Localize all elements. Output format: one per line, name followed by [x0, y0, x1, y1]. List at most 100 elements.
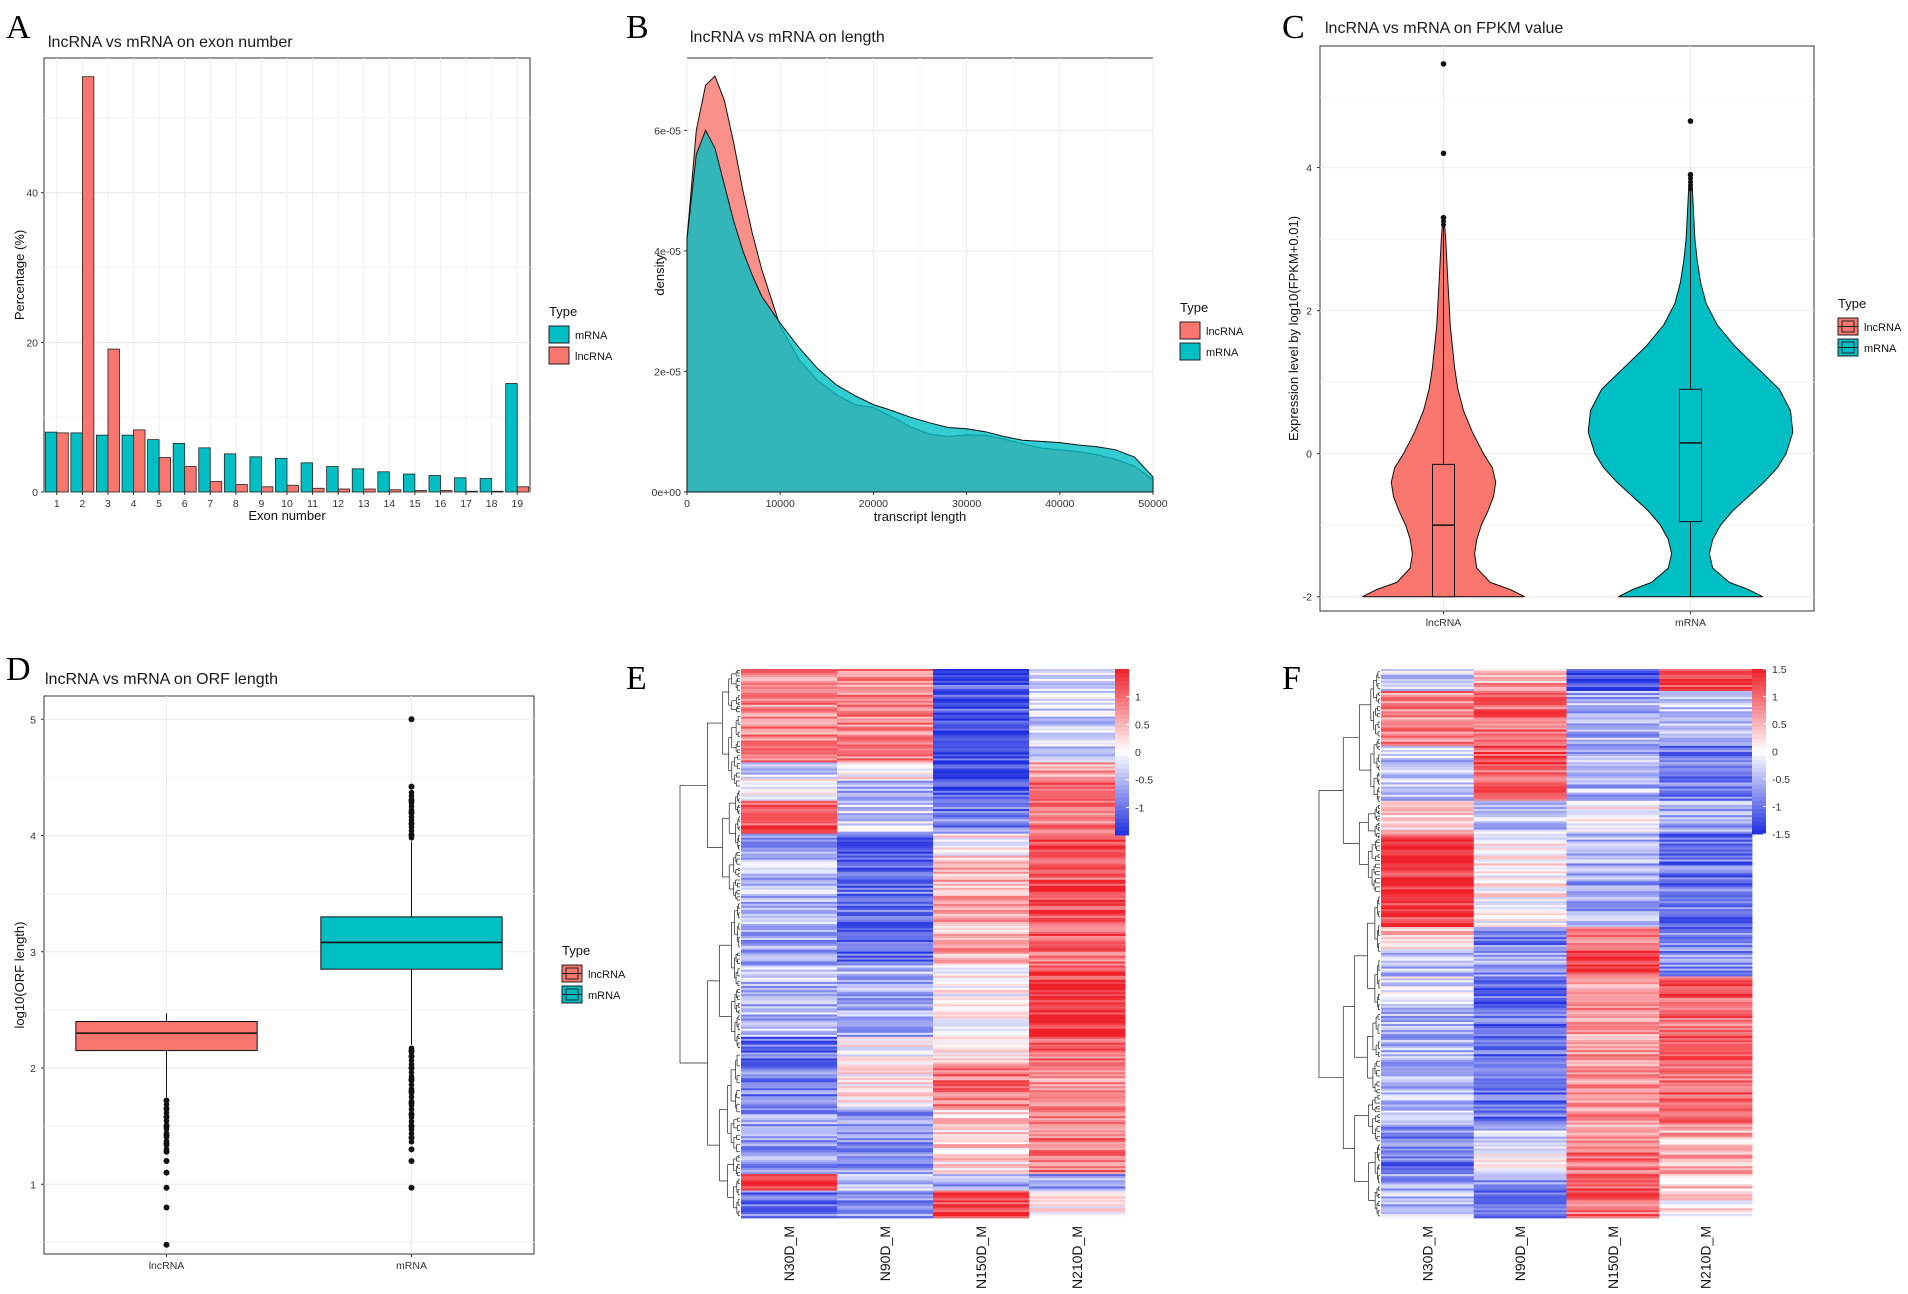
outlier-point: [408, 1061, 415, 1068]
heatmap-cell: [1566, 1194, 1660, 1197]
heatmap-cell: [1029, 686, 1126, 690]
heatmap-cell: [1659, 735, 1753, 739]
heatmap-cell: [741, 1044, 838, 1048]
heatmap-cell: [1566, 784, 1660, 787]
heatmap-cell: [837, 758, 934, 761]
heatmap-cell: [741, 917, 838, 921]
heatmap-cell: [933, 726, 1030, 729]
heatmap-cell: [837, 1038, 934, 1042]
heatmap-cell: [1566, 743, 1660, 747]
heatmap-cell: [933, 849, 1030, 853]
heatmap-cell: [1659, 1009, 1753, 1013]
heatmap-cell: [1473, 756, 1567, 759]
heatmap-cell: [1659, 954, 1753, 958]
y-tick-label: 1: [30, 1179, 36, 1191]
colorbar-segment: [1752, 747, 1766, 752]
heatmap-cell: [1473, 901, 1567, 904]
x-tick-label: 3: [105, 498, 111, 510]
heatmap-cell: [933, 835, 1030, 839]
heatmap-cell: [1029, 1214, 1126, 1217]
heatmap-cell: [1029, 891, 1126, 895]
heatmap-cell: [1473, 1114, 1567, 1118]
heatmap-cell: [1473, 982, 1567, 985]
heatmap-cell: [1473, 1104, 1567, 1107]
heatmap-cell: [837, 867, 934, 871]
heatmap-cell: [1659, 1130, 1753, 1134]
heatmap-cell: [1659, 1038, 1753, 1041]
heatmap-cell: [1029, 977, 1126, 981]
heatmap-cell: [1381, 1080, 1475, 1083]
outlier-point: [408, 1049, 415, 1056]
heatmap-cell: [1566, 1042, 1660, 1045]
legend-key-mRNA: [1179, 342, 1201, 361]
heatmap-cell: [1659, 733, 1753, 737]
colorbar-segment: [1115, 785, 1129, 790]
heatmap-cell: [1659, 817, 1753, 820]
heatmap-cell: [837, 1078, 934, 1081]
heatmap-cell: [1659, 819, 1753, 822]
heatmap-cell: [933, 957, 1030, 960]
heatmap-cell: [1029, 905, 1126, 909]
heatmap-cell: [1659, 1146, 1753, 1149]
heatmap-cell: [837, 879, 934, 883]
heatmap-cell: [1029, 1146, 1126, 1149]
heatmap-cell: [933, 746, 1030, 749]
heatmap-cell: [1659, 672, 1753, 676]
heatmap-cell: [933, 1138, 1030, 1141]
heatmap-cell: [1029, 790, 1126, 794]
heatmap-cell: [1473, 952, 1567, 956]
heatmap-cell: [1566, 776, 1660, 779]
heatmap-cell: [837, 1176, 934, 1179]
panel-letter-F: F: [1282, 660, 1301, 697]
heatmap-cell: [1381, 717, 1475, 720]
heatmap-cell: [1381, 978, 1475, 981]
bar-mRNA-14: [377, 471, 390, 493]
heatmap-cell: [837, 754, 934, 757]
heatmap-cell: [1029, 839, 1126, 843]
heatmap-cell: [1659, 950, 1753, 954]
heatmap-cell: [1473, 1062, 1567, 1065]
heatmap-cell: [1566, 1048, 1660, 1051]
heatmap-cell: [837, 1064, 934, 1067]
heatmap-cell: [1381, 999, 1475, 1003]
heatmap-cell: [837, 861, 934, 865]
heatmap-cell: [741, 825, 838, 828]
heatmap-cell: [933, 1106, 1030, 1109]
heatmap-cell: [741, 770, 838, 774]
heatmap-cell: [1566, 968, 1660, 971]
heatmap-cell: [1381, 768, 1475, 771]
heatmap-cell: [837, 1174, 934, 1177]
heatmap-cell: [1473, 1072, 1567, 1075]
heatmap-cell: [1566, 701, 1660, 704]
heatmap-cell: [1566, 1206, 1660, 1209]
heatmap-cell: [837, 1056, 934, 1059]
heatmap-cell: [1029, 973, 1126, 977]
heatmap-cell: [1566, 811, 1660, 814]
heatmap-cell: [933, 951, 1030, 955]
heatmap-cell: [1566, 1202, 1660, 1205]
heatmap-cell: [933, 1054, 1030, 1057]
heatmap-cell: [741, 724, 838, 727]
heatmap-cell: [837, 800, 934, 804]
heatmap-cell: [1029, 1040, 1126, 1044]
heatmap-cell: [1659, 849, 1753, 852]
heatmap-cell: [1566, 915, 1660, 918]
heatmap-cell: [1381, 725, 1475, 728]
heatmap-cell: [1566, 723, 1660, 726]
heatmap-cell: [933, 881, 1030, 885]
heatmap-cell: [837, 1166, 934, 1169]
heatmap-cell: [1659, 1202, 1753, 1205]
heatmap-cell: [1473, 790, 1567, 794]
heatmap-cell: [1381, 1001, 1475, 1005]
heatmap-cell: [837, 965, 934, 968]
bar-lncRNA-1: [56, 432, 69, 493]
heatmap-cell: [1473, 994, 1567, 997]
heatmap-cell: [1381, 798, 1475, 802]
heatmap-cell: [933, 1036, 1030, 1040]
heatmap-cell: [837, 1140, 934, 1143]
heatmap-cell: [837, 680, 934, 684]
colorbar-segment: [1115, 727, 1129, 732]
legend-key-lncRNA: [548, 346, 570, 365]
bar-mRNA-7: [198, 447, 211, 493]
column-label-N90D_M: N90D_M: [1512, 1226, 1528, 1281]
